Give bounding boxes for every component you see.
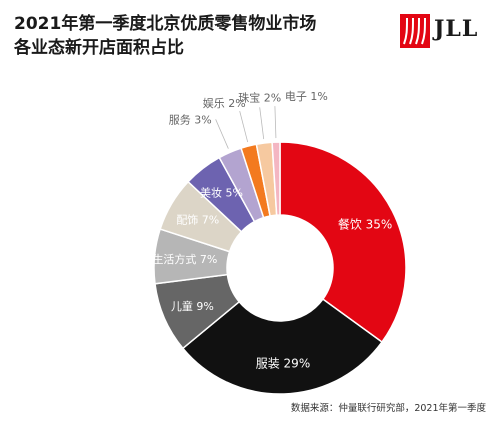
- slice-1: [181, 298, 383, 395]
- chart-title: 2021年第一季度北京优质零售物业市场 各业态新开店面积占比: [14, 12, 394, 60]
- slice-label-5: 美妆 5%: [200, 187, 243, 200]
- slice-label-1: 服装 29%: [256, 356, 311, 370]
- logo-text: JLL: [434, 16, 479, 42]
- slice-9: [271, 141, 281, 216]
- slice-label-2: 儿童 9%: [171, 299, 214, 313]
- slice-label-8: 珠宝 2%: [238, 90, 281, 104]
- leader-line-8: [259, 107, 265, 140]
- slice-label-3: 生活方式 7%: [152, 252, 217, 266]
- title-line-2: 各业态新开店面积占比: [14, 38, 184, 58]
- slice-label-0: 餐饮 35%: [338, 217, 393, 232]
- slice-label-4: 配饰 7%: [176, 212, 219, 226]
- leader-line-7: [239, 110, 249, 143]
- leader-line-9: [274, 106, 277, 139]
- source-note: 数据来源：仲量联行研究部，2021年第一季度: [290, 403, 486, 414]
- slice-0: [279, 141, 407, 344]
- leader-line-6: [215, 119, 229, 149]
- title-line-1: 2021年第一季度北京优质零售物业市场: [14, 14, 317, 34]
- slice-label-9: 电子 1%: [285, 90, 328, 103]
- slice-label-6: 服务 3%: [169, 113, 212, 126]
- jll-logo: JLL: [400, 12, 490, 52]
- slice-label-7: 娱乐 2%: [203, 96, 246, 110]
- jll-logo-icon: [400, 14, 430, 48]
